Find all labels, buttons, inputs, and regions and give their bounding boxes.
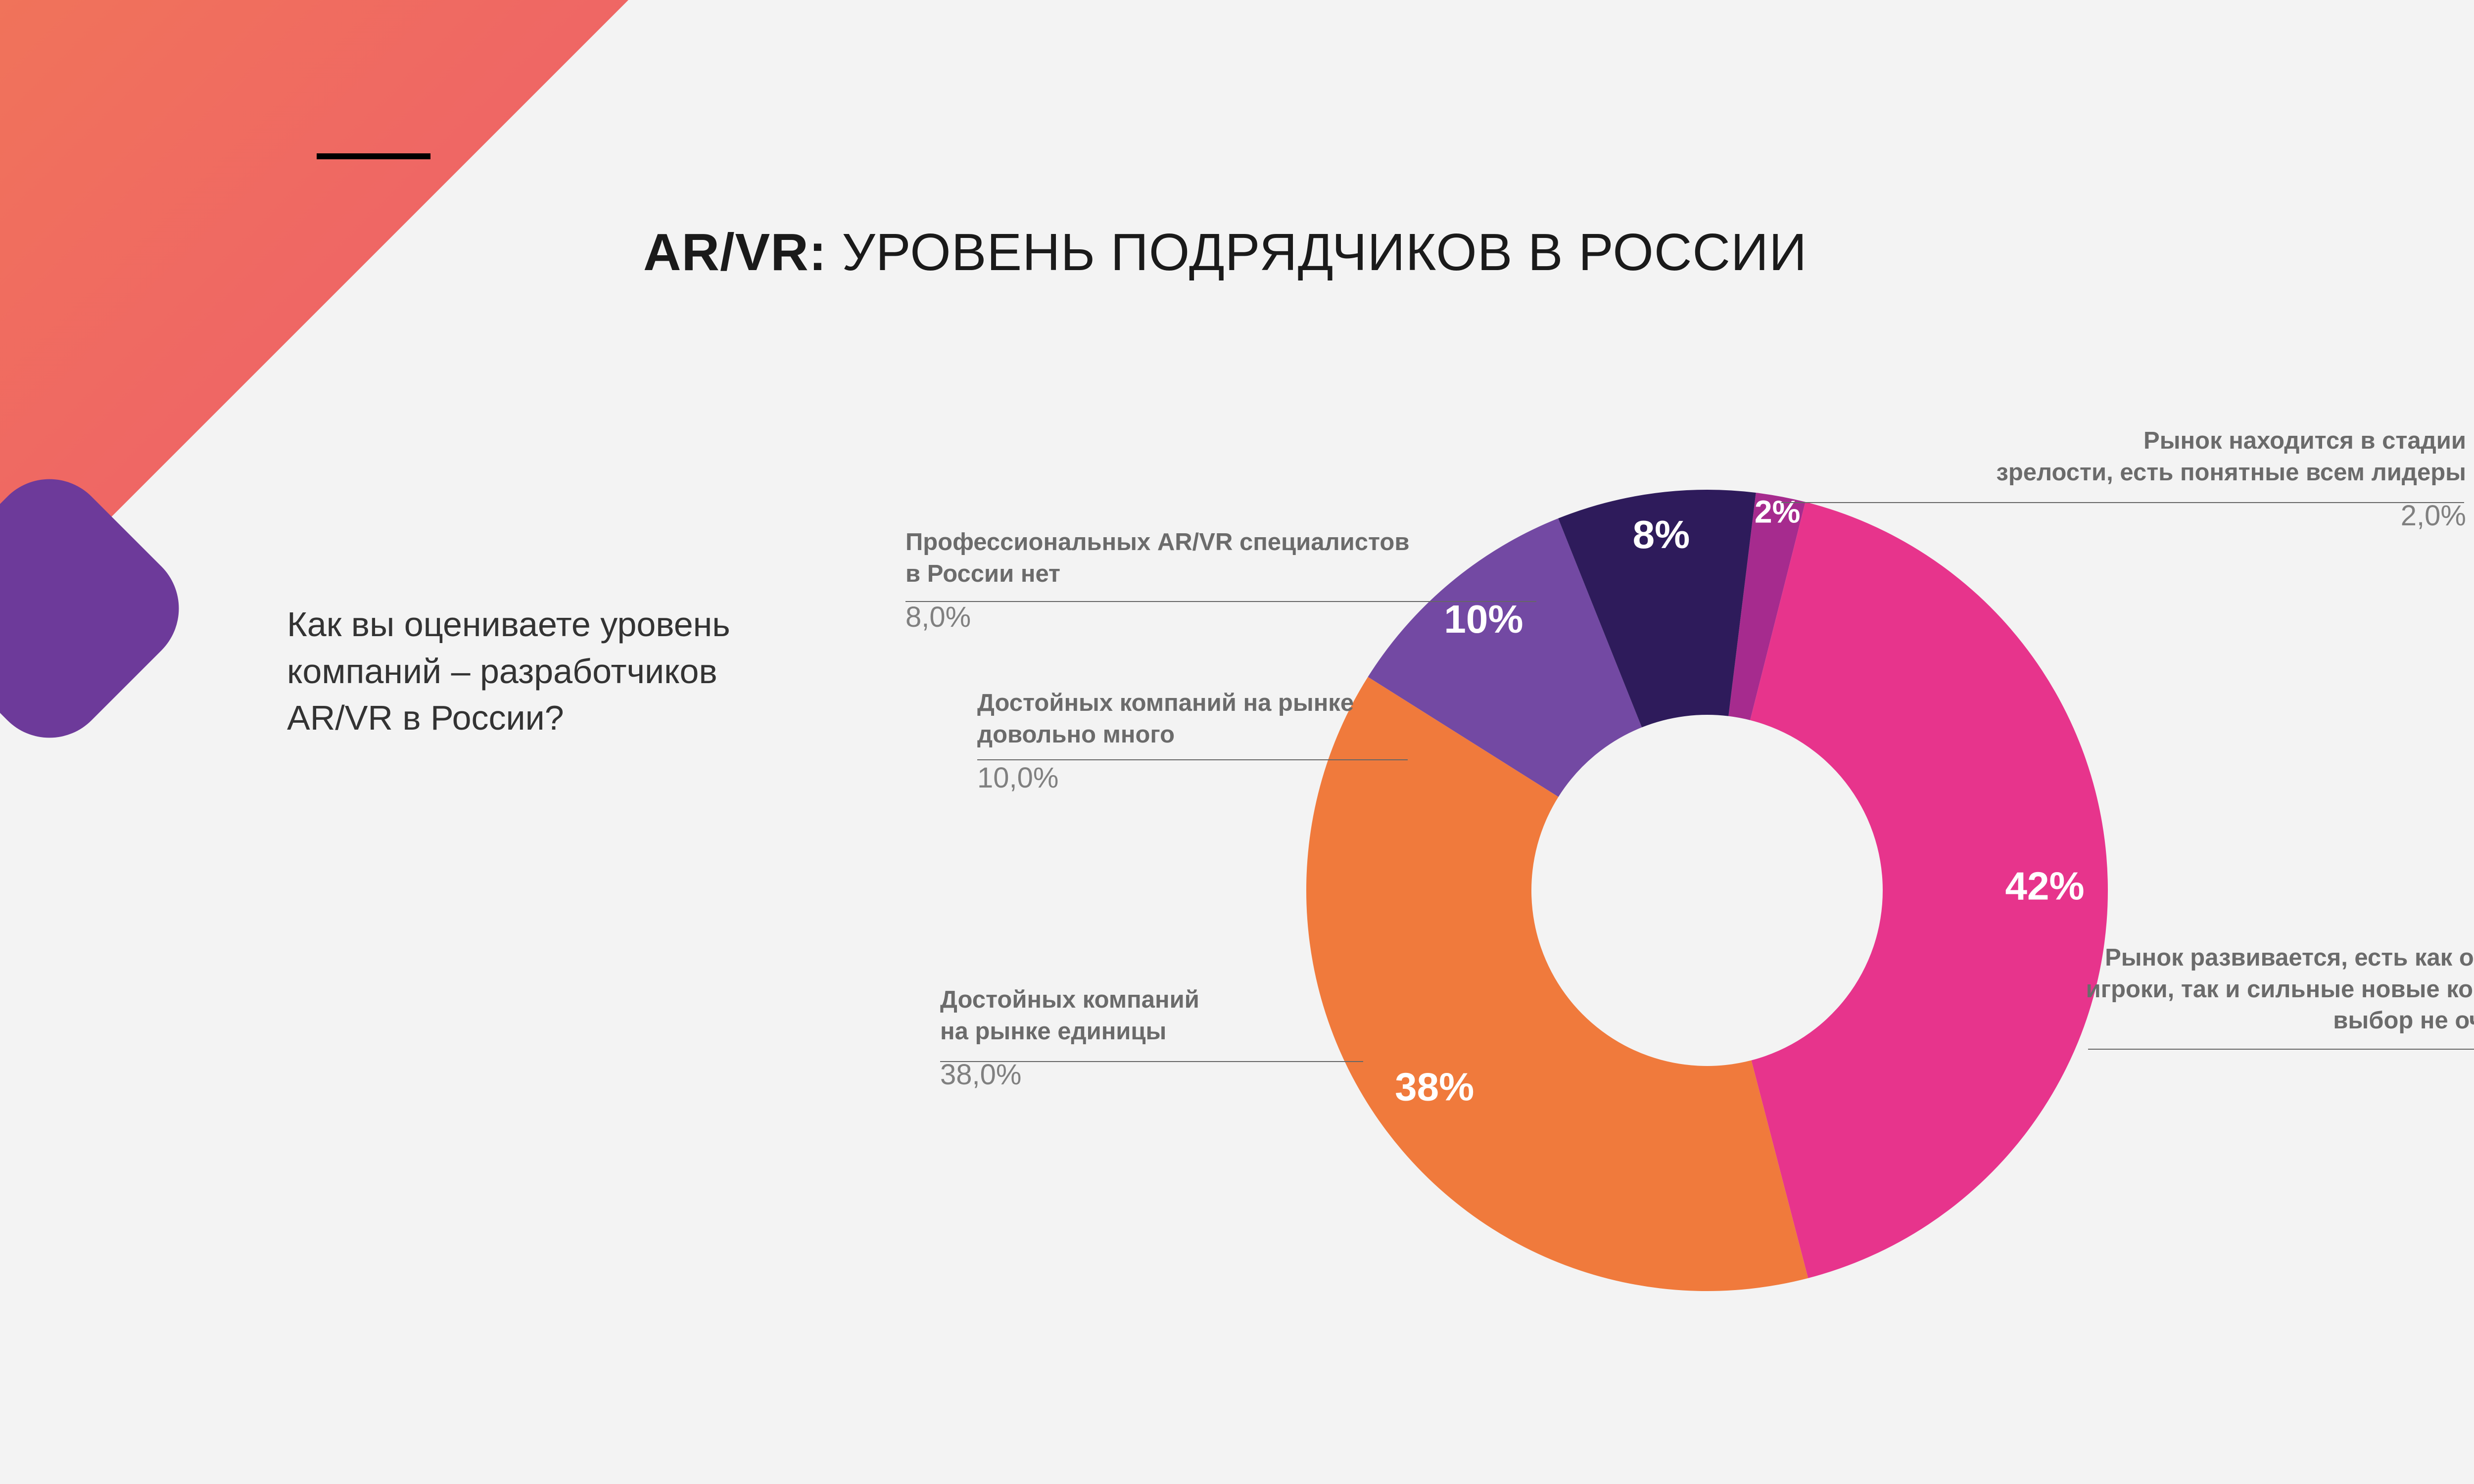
donut-inner-label-none: 8%: [1633, 512, 1690, 556]
callout-many-line1: Достойных компаний на рынке: [977, 688, 1354, 719]
callout-many-line2: довольно много: [977, 719, 1354, 751]
callout-few: Достойных компанийна рынке единицы 38,0%: [940, 984, 1199, 1094]
callout-mature: Рынок находится в стадиизрелости, есть п…: [1996, 425, 2466, 535]
callout-mature-line1: Рынок находится в стадии: [1996, 425, 2466, 457]
callout-few-value: 38,0%: [940, 1056, 1199, 1093]
callout-developing-line1: Рынок развивается, есть как опытные: [2086, 942, 2474, 974]
callout-few-line2: на рынке единицы: [940, 1016, 1199, 1048]
callout-none: Профессиональных AR/VR специалистовв Рос…: [905, 527, 1409, 636]
callout-many-value: 10,0%: [977, 759, 1354, 796]
callout-none-line2: в России нет: [905, 558, 1409, 590]
donut-chart: 2% 42% 38% 10% 8%: [1286, 470, 2128, 1311]
callout-developing-value: 42,0%: [2086, 1046, 2474, 1083]
callout-developing-line3: выбор не очевиден: [2086, 1005, 2474, 1037]
callout-few-line1: Достойных компаний: [940, 984, 1199, 1016]
page-title: AR/VR: УРОВЕНЬ ПОДРЯДЧИКОВ В РОССИИ: [643, 223, 1807, 282]
callout-mature-value: 2,0%: [1996, 497, 2466, 534]
callout-many: Достойных компаний на рынкедовольно мног…: [977, 688, 1354, 797]
callout-mature-line2: зрелости, есть понятные всем лидеры: [1996, 457, 2466, 489]
subtitle-question: Как вы оцениваете уровень компаний – раз…: [287, 601, 730, 742]
callout-none-line1: Профессиональных AR/VR специалистов: [905, 527, 1409, 558]
subtitle-line3: AR/VR в России?: [287, 698, 564, 737]
title-rule: [317, 153, 430, 159]
title-rest: УРОВЕНЬ ПОДРЯДЧИКОВ В РОССИИ: [827, 223, 1807, 281]
callout-developing: Рынок развивается, есть как опытныеигрок…: [2086, 942, 2474, 1083]
title-bold: AR/VR:: [643, 223, 827, 281]
donut-inner-label-mature: 2%: [1755, 494, 1801, 530]
callout-none-value: 8,0%: [905, 599, 1409, 636]
donut-inner-label-many: 10%: [1444, 597, 1523, 641]
subtitle-line1: Как вы оцениваете уровень: [287, 605, 730, 644]
callout-developing-line2: игроки, так и сильные новые компании,: [2086, 974, 2474, 1006]
subtitle-line2: компаний – разработчиков: [287, 652, 717, 691]
donut-inner-label-developing: 42%: [2005, 864, 2085, 908]
donut-inner-label-few: 38%: [1395, 1065, 1474, 1109]
